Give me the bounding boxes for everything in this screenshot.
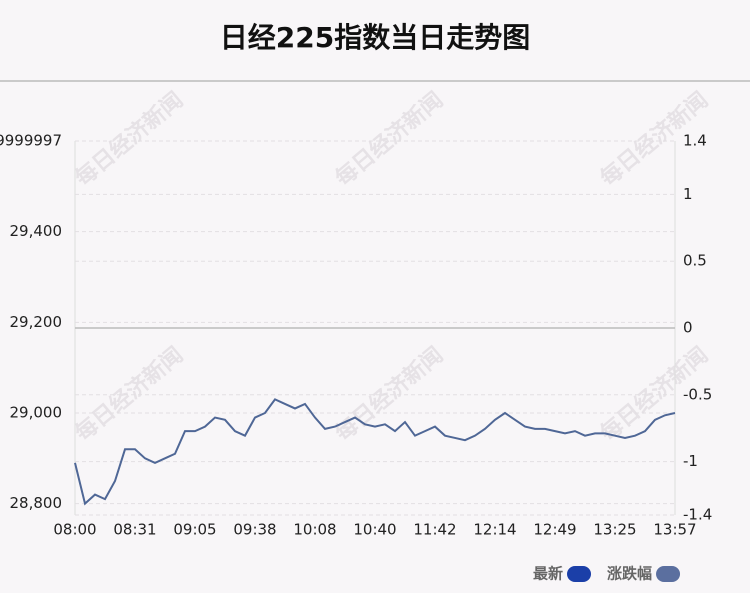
y-tick-label: 29,200 (10, 313, 63, 331)
y2-tick-label: 0 (683, 319, 693, 337)
x-tick-label: 08:31 (113, 521, 156, 539)
x-tick-label: 10:08 (293, 521, 336, 539)
x-tick-label: 09:05 (173, 521, 216, 539)
legend-label: 涨跌幅 (607, 565, 652, 583)
price-line (74, 398, 676, 506)
x-tick-label: 08:00 (53, 521, 96, 539)
watermark: 每日经济新闻 (330, 342, 448, 447)
legend-label: 最新 (533, 565, 563, 583)
watermark: 每日经济新闻 (70, 342, 188, 447)
y-tick-label: 28,800 (10, 494, 63, 512)
watermark: 每日经济新闻 (330, 87, 448, 192)
y2-tick-label: 1 (683, 185, 693, 203)
chart-title: 日经225指数当日走势图 (220, 21, 530, 54)
y2-tick-label: 0.5 (683, 252, 707, 270)
x-tick-label: 10:40 (353, 521, 396, 539)
legend-swatch (656, 566, 681, 582)
y2-tick-label: -1 (683, 452, 698, 470)
y-tick-label: 29,400 (10, 222, 63, 240)
x-tick-label: 11:42 (413, 521, 456, 539)
x-tick-label: 12:49 (533, 521, 576, 539)
y-tick-label: 29,000 (10, 404, 63, 422)
x-tick-label: 13:57 (653, 521, 696, 539)
legend-swatch (567, 566, 592, 582)
y2-tick-label: -0.5 (683, 385, 712, 403)
y2-tick-label: -1.4 (683, 506, 712, 524)
y2-tick-label: 1.4 (683, 132, 707, 150)
y-tick-label: 9999997 (0, 132, 62, 150)
watermark: 每日经济新闻 (70, 87, 188, 192)
x-tick-label: 09:38 (233, 521, 276, 539)
x-tick-label: 13:25 (593, 521, 636, 539)
x-tick-label: 12:14 (473, 521, 516, 539)
